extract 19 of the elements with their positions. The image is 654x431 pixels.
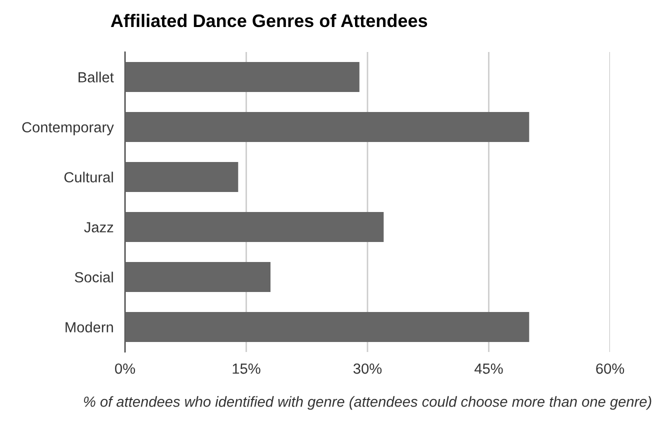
bar: [125, 162, 238, 192]
x-axis-title: % of attendees who identified with genre (attendees could choose more than one genre): [84, 396, 652, 410]
x-tick-label: 15%: [232, 364, 260, 374]
bar: [125, 262, 270, 292]
bar: [125, 312, 530, 342]
y-tick-label: Cultural: [64, 172, 113, 182]
y-tick-label: Contemporary: [22, 122, 114, 136]
y-tick-label: Jazz: [84, 222, 114, 232]
chart-title: Affiliated Dance Genres of Attendees: [110, 14, 428, 28]
bar: [125, 112, 530, 142]
y-tick-label: Ballet: [78, 72, 114, 82]
y-tick-label: Social: [74, 272, 113, 282]
x-tick-label: 30%: [353, 363, 382, 374]
bar: [125, 62, 360, 92]
x-tick-label: 60%: [596, 363, 624, 374]
x-tick-label: 45%: [474, 364, 503, 374]
x-tick-label: 0%: [115, 363, 136, 374]
bar: [125, 212, 384, 242]
y-tick-label: Modern: [66, 322, 113, 332]
